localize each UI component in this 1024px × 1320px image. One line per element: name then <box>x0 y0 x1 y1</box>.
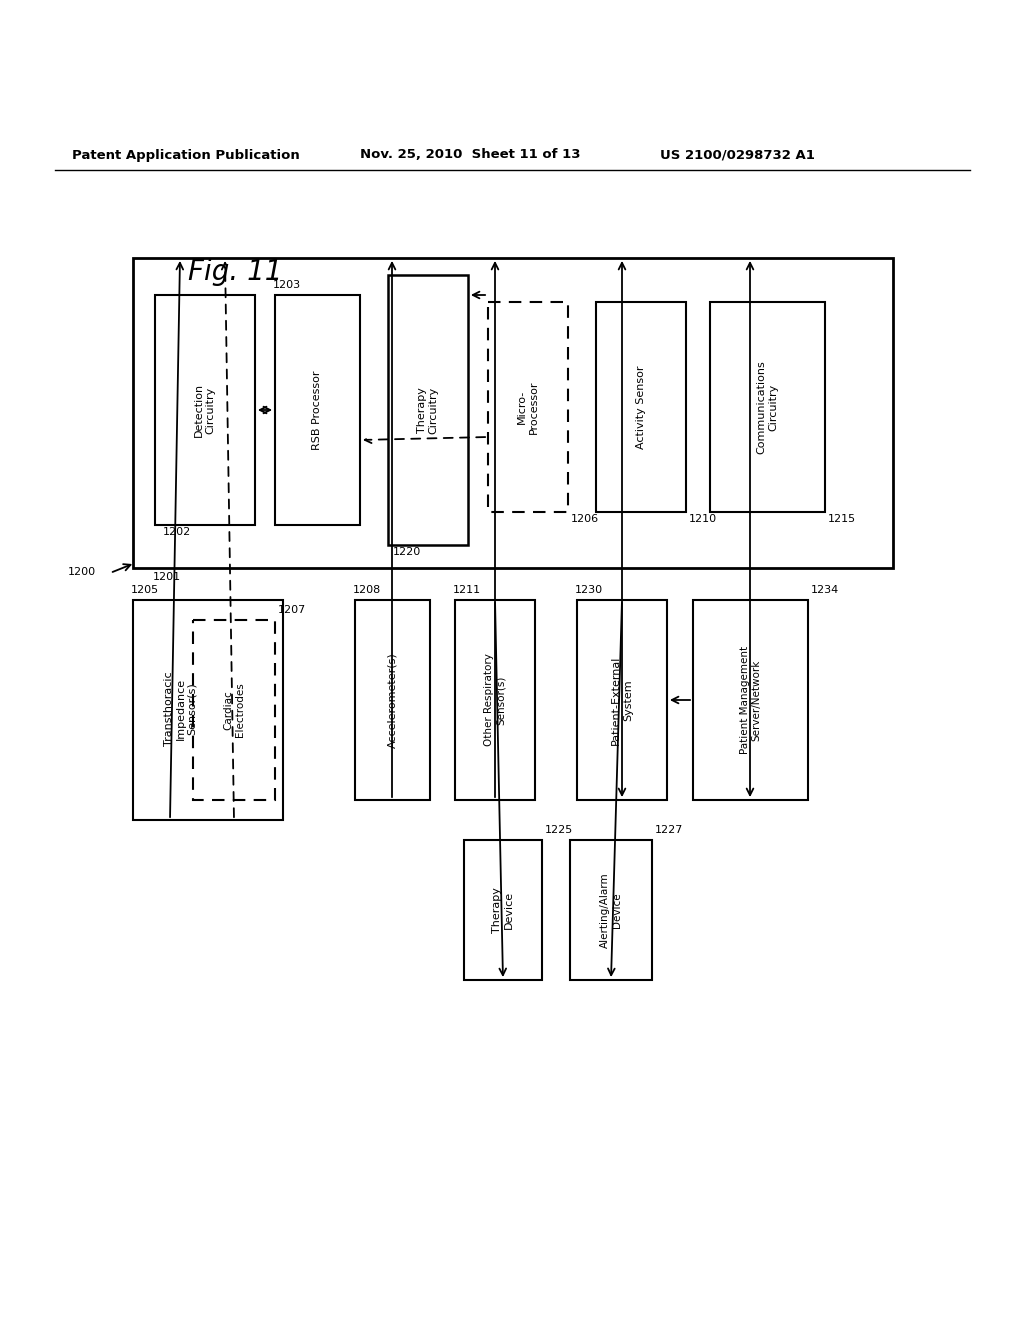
Text: 1202: 1202 <box>163 527 191 537</box>
Bar <box>710 302 825 512</box>
Text: Nov. 25, 2010  Sheet 11 of 13: Nov. 25, 2010 Sheet 11 of 13 <box>360 149 581 161</box>
Text: 1215: 1215 <box>828 513 856 524</box>
Text: Therapy
Device: Therapy Device <box>493 887 514 933</box>
Text: 1234: 1234 <box>811 585 840 595</box>
Bar <box>455 601 535 800</box>
Text: 1227: 1227 <box>655 825 683 836</box>
Text: US 2100/0298732 A1: US 2100/0298732 A1 <box>660 149 815 161</box>
Bar <box>570 840 652 979</box>
Text: 1230: 1230 <box>575 585 603 595</box>
Text: Activity Sensor: Activity Sensor <box>636 366 646 449</box>
Text: Communications
Circuitry: Communications Circuitry <box>757 360 778 454</box>
Text: 1208: 1208 <box>353 585 381 595</box>
Text: 1220: 1220 <box>393 546 421 557</box>
Bar <box>133 601 283 820</box>
Text: Patent Application Publication: Patent Application Publication <box>72 149 300 161</box>
Text: 1207: 1207 <box>278 605 306 615</box>
Bar <box>133 257 893 568</box>
Text: Other Respiratory
Sensor(s): Other Respiratory Sensor(s) <box>484 653 506 746</box>
Text: Micro-
Processor: Micro- Processor <box>517 380 539 434</box>
Text: Alerting/Alarm
Device: Alerting/Alarm Device <box>600 873 622 948</box>
Text: 1203: 1203 <box>273 280 301 290</box>
Text: Patient-External
System: Patient-External System <box>611 655 633 744</box>
Text: Patient Management
Server/Network: Patient Management Server/Network <box>739 645 761 754</box>
Text: Accelerometer(s): Accelerometer(s) <box>387 652 397 748</box>
Bar <box>577 601 667 800</box>
Text: Fig. 11: Fig. 11 <box>188 257 283 286</box>
Text: 1210: 1210 <box>689 513 717 524</box>
Bar <box>596 302 686 512</box>
Text: RSB Processor: RSB Processor <box>312 370 323 450</box>
Bar <box>464 840 542 979</box>
Bar <box>693 601 808 800</box>
Text: 1211: 1211 <box>453 585 481 595</box>
Bar <box>193 620 275 800</box>
Text: 1200: 1200 <box>68 568 96 577</box>
Bar <box>488 302 568 512</box>
Text: 1205: 1205 <box>131 585 159 595</box>
Text: 1201: 1201 <box>153 572 181 582</box>
Text: Cardiac
Electrodes: Cardiac Electrodes <box>223 682 245 738</box>
Text: Transthoracic
Impedance
Sensor(s): Transthoracic Impedance Sensor(s) <box>164 672 197 746</box>
Text: 1225: 1225 <box>545 825 573 836</box>
Text: Therapy
Circuitry: Therapy Circuitry <box>417 387 439 434</box>
Bar <box>355 601 430 800</box>
Bar <box>275 294 360 525</box>
Bar <box>388 275 468 545</box>
Text: 1206: 1206 <box>571 513 599 524</box>
Bar <box>155 294 255 525</box>
Text: Detection
Circuitry: Detection Circuitry <box>195 383 216 437</box>
